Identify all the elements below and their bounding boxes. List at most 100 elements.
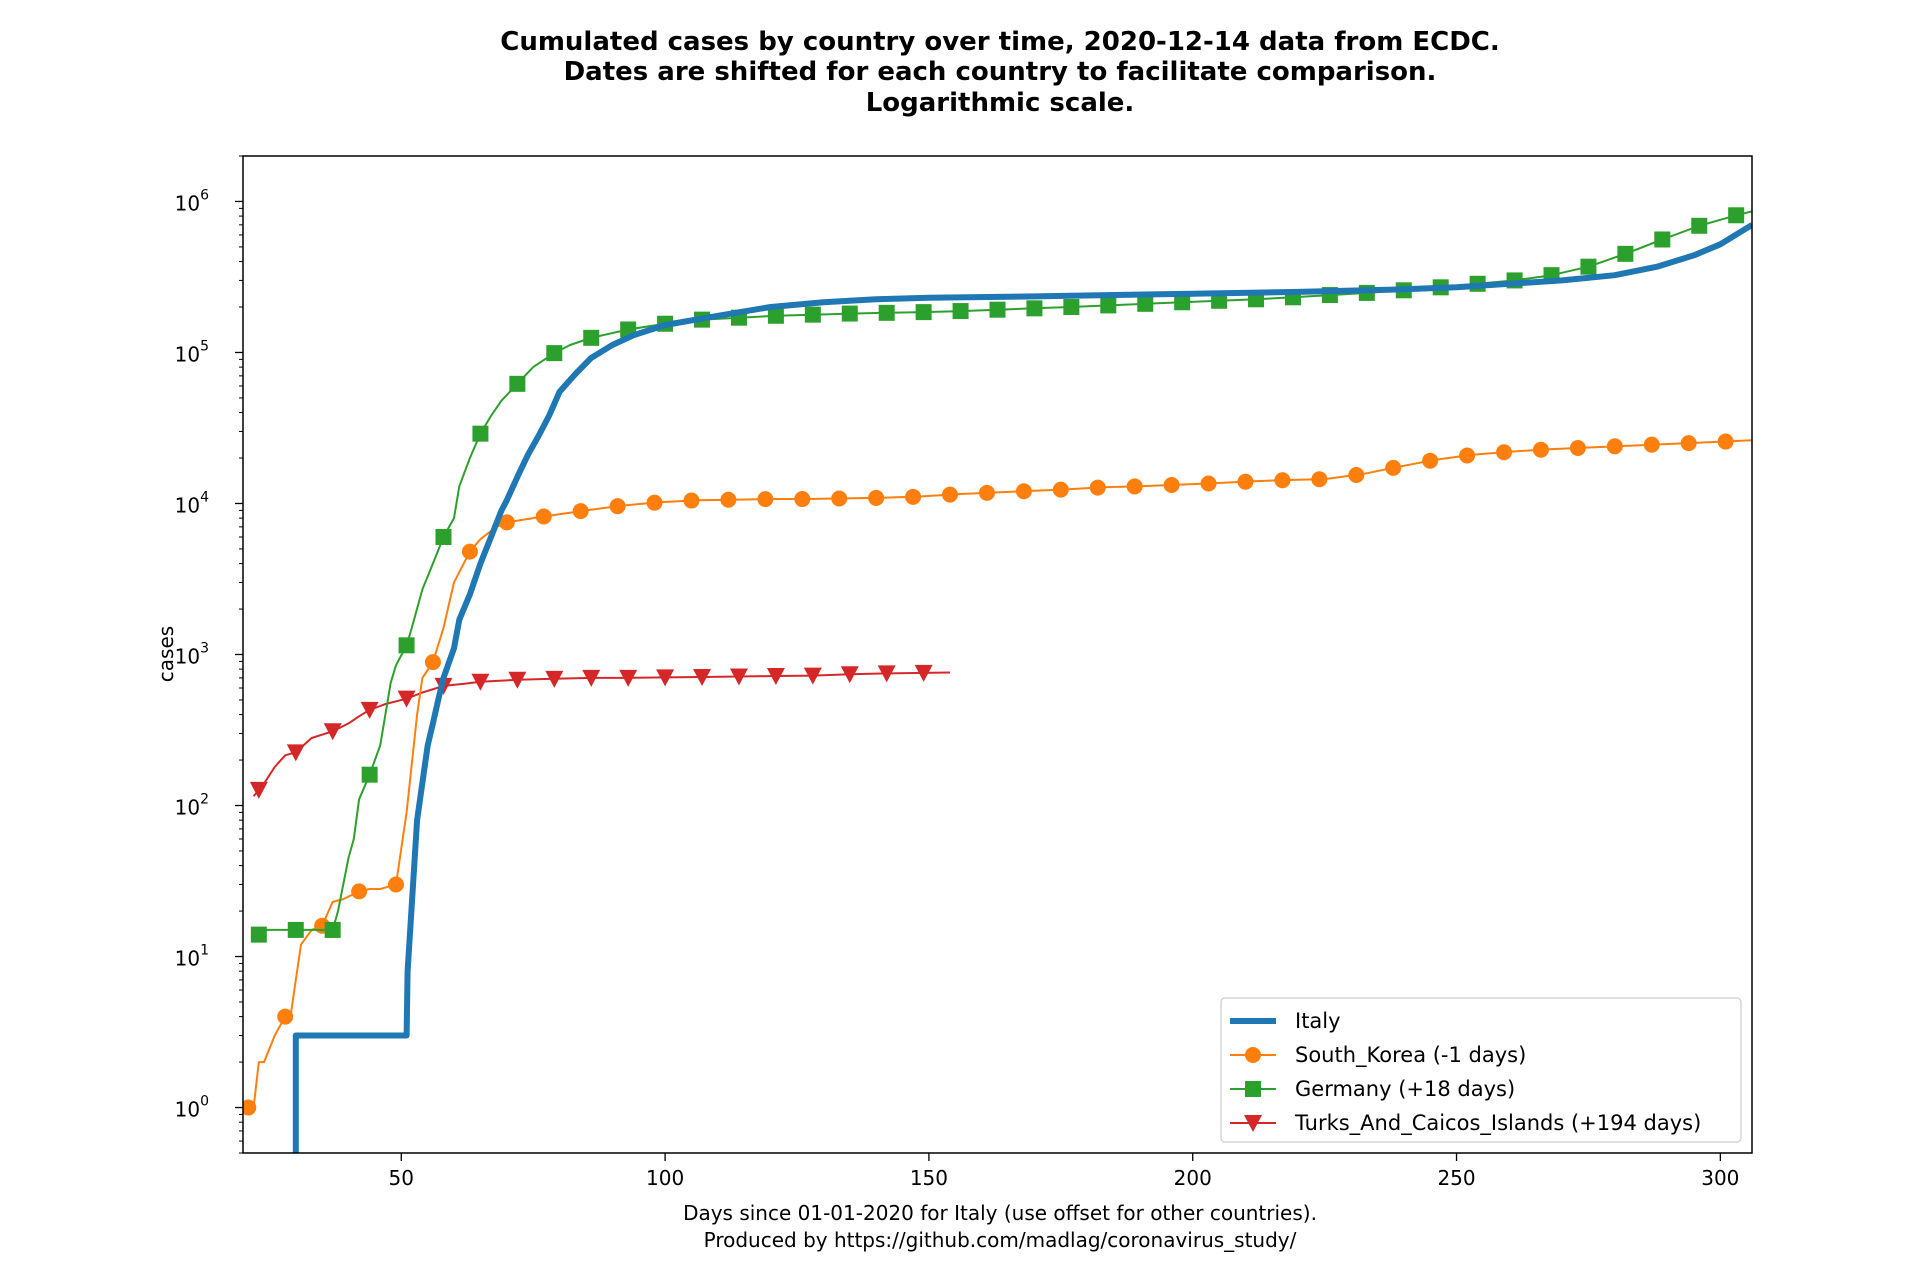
data-point [804, 306, 821, 323]
data-point [535, 508, 552, 525]
data-point [1126, 478, 1143, 495]
data-point [794, 491, 811, 508]
x-axis-label-line-1: Days since 01-01-2020 for Italy (use off… [683, 1201, 1317, 1225]
data-point [877, 665, 896, 683]
data-point [509, 375, 526, 392]
data-point [1606, 438, 1623, 455]
data-point [472, 425, 489, 442]
data-point [1163, 476, 1180, 493]
series-layer [243, 207, 1752, 1153]
data-point [1654, 231, 1671, 248]
chart-title-line-2: Dates are shifted for each country to fa… [564, 57, 1437, 87]
data-point [914, 664, 933, 682]
data-point [1200, 475, 1217, 492]
data-point [583, 329, 600, 346]
y-tick-label: 103 [175, 641, 209, 669]
legend-entry: Turks_And_Caicos_Islands (+194 days) [1230, 1111, 1701, 1136]
data-point [683, 492, 700, 509]
data-point [545, 670, 564, 688]
x-tick-label: 150 [910, 1166, 948, 1190]
data-point [1063, 299, 1080, 316]
data-point [1569, 439, 1586, 456]
series-line [252, 671, 951, 797]
data-point [388, 876, 405, 893]
data-point [646, 494, 663, 511]
data-point [693, 668, 712, 686]
data-point [398, 637, 415, 654]
data-point [1643, 436, 1660, 453]
data-point [1422, 452, 1439, 469]
data-point [360, 701, 379, 719]
data-point [878, 304, 895, 321]
y-axis-ticks: 100 101 102 103 104 105 106 [175, 155, 243, 1154]
legend-label: Italy [1295, 1009, 1341, 1033]
series-0 [292, 222, 1752, 1153]
x-tick-label: 100 [646, 1166, 684, 1190]
data-point [1717, 433, 1734, 450]
data-point [989, 301, 1006, 318]
x-axis-ticks: 50 100 150 200 250 300 [389, 1153, 1739, 1190]
data-point [1237, 473, 1254, 490]
x-tick-label: 200 [1174, 1166, 1212, 1190]
data-point [435, 528, 452, 545]
data-point [361, 766, 378, 783]
data-point [1496, 444, 1513, 461]
data-point [546, 345, 563, 362]
data-point [952, 303, 969, 320]
data-point [277, 1008, 294, 1025]
data-point [1211, 292, 1228, 309]
data-point [1691, 217, 1708, 234]
data-point [1174, 294, 1191, 311]
series-1 [243, 433, 1752, 1116]
data-point [1459, 447, 1476, 464]
legend-entry: Italy [1230, 1009, 1341, 1033]
data-point [841, 305, 858, 322]
data-point [1680, 435, 1697, 452]
data-point [978, 484, 995, 501]
series-line [292, 222, 1752, 1153]
data-point [757, 491, 774, 508]
data-point [1617, 245, 1634, 262]
data-point [572, 503, 589, 520]
legend-marker [1245, 1081, 1261, 1097]
data-point [508, 671, 527, 689]
legend-marker [1245, 1047, 1261, 1063]
chart-title-line-3: Logarithmic scale. [866, 88, 1135, 118]
data-point [286, 744, 305, 762]
data-point [656, 669, 675, 687]
data-point [1052, 481, 1069, 498]
data-point [1311, 471, 1328, 488]
data-point [619, 669, 638, 687]
data-point [351, 883, 368, 900]
y-tick-label: 104 [175, 489, 209, 517]
data-point [287, 921, 304, 938]
x-tick-label: 250 [1437, 1166, 1475, 1190]
data-point [1385, 459, 1402, 476]
data-point [1580, 258, 1597, 275]
legend-label: Germany (+18 days) [1295, 1077, 1515, 1101]
data-point [1100, 297, 1117, 314]
data-point [720, 491, 737, 508]
data-point [324, 921, 341, 938]
data-point [323, 723, 342, 741]
data-point [243, 1099, 257, 1116]
data-point [1137, 295, 1154, 312]
y-tick-label: 106 [175, 187, 209, 215]
data-point [1348, 467, 1365, 484]
chart-title-line-1: Cumulated cases by country over time, 20… [500, 27, 1500, 57]
data-point [1274, 472, 1291, 489]
data-point [915, 304, 932, 321]
y-tick-label: 101 [175, 943, 209, 971]
data-point [803, 667, 822, 685]
data-point [609, 498, 626, 515]
series-3 [249, 664, 951, 799]
legend: Italy South_Korea (-1 days) Germany (+18 d… [1220, 997, 1742, 1143]
y-tick-label: 102 [175, 792, 209, 820]
y-tick-label: 100 [175, 1094, 209, 1122]
data-point [471, 673, 490, 691]
data-point [249, 781, 268, 799]
y-tick-label: 105 [175, 338, 209, 366]
data-point [461, 543, 478, 560]
data-point [250, 926, 267, 943]
